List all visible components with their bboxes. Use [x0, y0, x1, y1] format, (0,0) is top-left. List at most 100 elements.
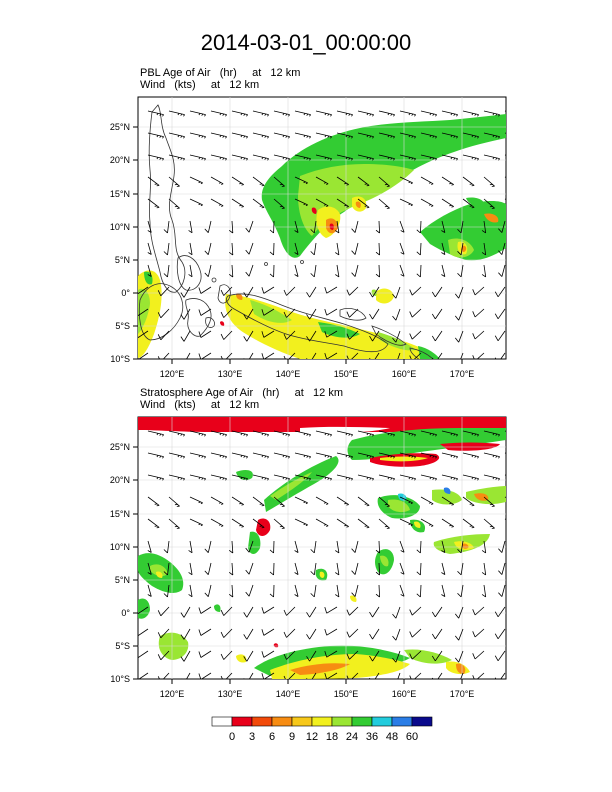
wind-barb — [399, 540, 405, 553]
wind-barb — [163, 242, 170, 256]
wind-barb — [210, 474, 227, 481]
wind-barb — [457, 220, 464, 234]
panel1-map: 25°N 20°N 15°N 10°N 5°N 0° 5°S 10°S 120°… — [110, 96, 507, 379]
wind-barb — [168, 452, 185, 459]
wind-barb — [378, 518, 390, 529]
wind-barb — [306, 606, 317, 618]
wind-barb — [454, 308, 464, 321]
wind-barb — [504, 198, 506, 200]
wind-barb — [261, 606, 275, 614]
wind-barb — [147, 242, 152, 255]
wind-barb — [294, 496, 308, 505]
wind-barb — [336, 110, 353, 117]
wind-barb — [294, 452, 311, 459]
wind-barb — [481, 540, 487, 554]
wind-barb — [481, 242, 487, 256]
wind-barb — [399, 452, 416, 459]
wind-barb — [441, 132, 458, 139]
wind-barb — [369, 286, 380, 298]
wind-barb — [204, 264, 212, 277]
wind-barb — [261, 352, 275, 359]
wind-barb — [375, 220, 380, 234]
panel1-wind-barbs — [138, 110, 506, 359]
wind-barb — [198, 606, 212, 614]
wind-barb — [324, 286, 338, 294]
wind-barb — [310, 562, 317, 576]
wind-barb — [460, 672, 464, 679]
wind-barb — [399, 242, 405, 255]
lat-label: 0° — [121, 288, 130, 298]
wind-barb — [189, 154, 206, 161]
wind-barb — [243, 330, 254, 342]
wind-barb — [431, 308, 443, 320]
wind-barb — [245, 242, 254, 255]
wind-barb — [336, 154, 353, 161]
lon-label: 160°E — [392, 689, 417, 699]
wind-barb — [378, 198, 390, 209]
wind-barb — [494, 606, 506, 618]
panel2-gridlines — [138, 417, 506, 679]
wind-barb — [498, 540, 506, 553]
wind-barb — [420, 198, 434, 207]
wind-barb — [188, 264, 193, 278]
wind-barb — [441, 430, 458, 437]
wind-barb — [335, 220, 340, 234]
wind-barb — [420, 176, 434, 185]
wind-barb — [504, 518, 506, 520]
panel1-label-line2: Wind (kts) at 12 km — [140, 79, 260, 91]
wind-barb — [283, 330, 296, 340]
wind-barb — [294, 540, 299, 553]
wind-barb — [441, 518, 454, 528]
wind-barb — [315, 430, 332, 437]
wind-barb — [273, 154, 290, 161]
panel1-lat-labels: 25°N 20°N 15°N 10°N 5°N 0° 5°S 10°S — [110, 122, 131, 364]
wind-barb — [462, 496, 475, 507]
wind-barb — [306, 308, 317, 320]
wind-barb — [269, 540, 275, 554]
wind-barb — [420, 474, 437, 481]
wind-barb — [180, 330, 191, 342]
wind-barb — [399, 154, 416, 161]
wind-barb — [369, 628, 380, 640]
wind-barb — [420, 110, 437, 117]
wind-barb — [378, 452, 395, 459]
wind-barb — [409, 352, 422, 359]
wind-barb — [494, 286, 506, 298]
wind-barb — [498, 220, 506, 233]
wind-barb — [324, 330, 338, 338]
wind-barb — [498, 584, 506, 597]
wind-barb — [231, 176, 244, 186]
wind-barb — [504, 110, 506, 112]
wind-barb — [457, 242, 464, 256]
wind-barb — [180, 286, 191, 298]
wind-barb — [294, 198, 308, 207]
wind-barb — [399, 132, 416, 139]
panel2-lat-labels: 25°N 20°N 15°N 10°N 5°N 0° 5°S 10°S — [110, 442, 131, 684]
wind-barb — [204, 220, 212, 233]
wind-barb — [157, 308, 170, 319]
wind-barb — [346, 286, 359, 296]
lat-label: 25°N — [110, 122, 130, 132]
colorbar-label: 12 — [306, 731, 318, 743]
lon-label: 130°E — [218, 689, 243, 699]
wind-barb — [357, 132, 374, 139]
wind-barb — [306, 650, 317, 662]
wind-barb — [269, 562, 275, 576]
wind-barb — [494, 308, 506, 320]
wind-barb — [324, 628, 338, 636]
wind-barb — [283, 672, 296, 679]
wind-barb — [294, 518, 308, 527]
wind-barb — [335, 242, 340, 256]
lat-label: 10°N — [110, 542, 130, 552]
colorbar-label: 9 — [289, 731, 295, 743]
wind-barb — [310, 220, 317, 234]
lat-label: 10°S — [110, 354, 130, 364]
wind-barb — [457, 540, 464, 554]
wind-barb — [416, 562, 422, 576]
panel1-label-line1: PBL Age of Air (hr) at 12 km — [140, 67, 301, 79]
wind-barb — [472, 330, 485, 340]
wind-barb — [324, 308, 338, 316]
wind-barb — [147, 110, 164, 117]
wind-barb — [454, 286, 464, 299]
